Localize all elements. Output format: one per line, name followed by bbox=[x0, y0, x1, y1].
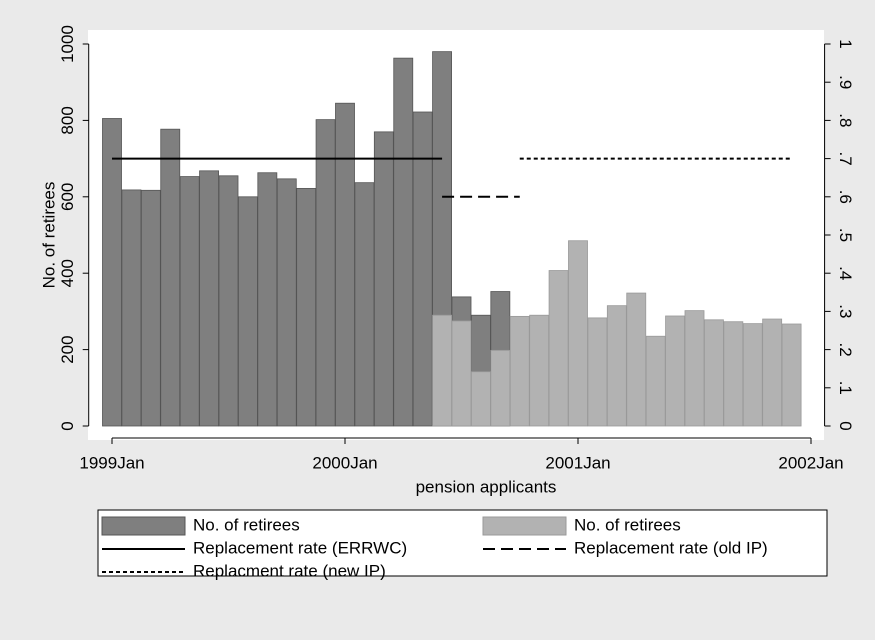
bar bbox=[432, 314, 452, 427]
bar bbox=[276, 178, 297, 427]
bar bbox=[238, 196, 258, 427]
legend-label: Replacement rate (ERRWC) bbox=[193, 538, 407, 557]
x-tick-label: 2000Jan bbox=[312, 453, 377, 472]
bar bbox=[160, 128, 181, 427]
y2-tick-label: .9 bbox=[836, 75, 855, 89]
bar bbox=[451, 320, 472, 427]
y2-tick-label: .4 bbox=[836, 266, 855, 280]
bar bbox=[140, 189, 161, 427]
bar bbox=[704, 319, 724, 427]
bar bbox=[645, 335, 666, 427]
bar bbox=[102, 118, 122, 427]
legend-label: Replacement rate (old IP) bbox=[574, 538, 768, 557]
bar bbox=[568, 240, 588, 427]
y2-tick-label: .8 bbox=[836, 113, 855, 127]
bar bbox=[606, 305, 627, 427]
legend-label: No. of retirees bbox=[574, 515, 681, 534]
bar bbox=[742, 323, 763, 427]
y-axis-title: No. of retirees bbox=[39, 182, 58, 289]
y2-tick-label: 1 bbox=[836, 39, 855, 48]
x-axis-title: pension applicants bbox=[416, 477, 557, 496]
legend-swatch bbox=[482, 516, 567, 536]
y2-tick-label: .5 bbox=[836, 228, 855, 242]
y-tick-label: 400 bbox=[58, 259, 77, 287]
bar bbox=[509, 315, 530, 427]
bar bbox=[762, 318, 783, 427]
y2-tick-label: .2 bbox=[836, 343, 855, 357]
x-tick-label: 2001Jan bbox=[545, 453, 610, 472]
x-tick-label: 1999Jan bbox=[79, 453, 144, 472]
bar bbox=[471, 371, 491, 427]
y2-tick-label: .1 bbox=[836, 381, 855, 395]
bar bbox=[296, 187, 317, 427]
y-tick-label: 800 bbox=[58, 106, 77, 134]
bar bbox=[121, 189, 142, 427]
legend-label: No. of retirees bbox=[193, 515, 300, 534]
bar bbox=[315, 119, 336, 427]
y2-tick-label: .3 bbox=[836, 304, 855, 318]
legend-swatch bbox=[101, 516, 186, 536]
bar bbox=[781, 323, 802, 427]
bar bbox=[335, 102, 355, 427]
legend-label: Replacment rate (new IP) bbox=[193, 561, 386, 580]
bar bbox=[373, 131, 394, 427]
bar bbox=[199, 170, 219, 427]
bar bbox=[723, 321, 744, 427]
y-tick-label: 0 bbox=[58, 421, 77, 430]
legend-box bbox=[97, 509, 828, 577]
y2-tick-label: .7 bbox=[836, 152, 855, 166]
y-tick-label: 1000 bbox=[58, 25, 77, 63]
bar bbox=[626, 292, 647, 427]
bar bbox=[393, 57, 414, 427]
bar bbox=[354, 182, 375, 427]
bar bbox=[684, 310, 705, 427]
y2-tick-label: 0 bbox=[836, 421, 855, 430]
bar bbox=[587, 317, 608, 427]
bar bbox=[179, 176, 200, 427]
bar bbox=[257, 172, 278, 427]
y-tick-label: 200 bbox=[58, 335, 77, 363]
x-tick-label: 2002Jan bbox=[778, 453, 843, 472]
y2-tick-label: .6 bbox=[836, 190, 855, 204]
y-tick-label: 600 bbox=[58, 183, 77, 211]
bar bbox=[529, 314, 550, 427]
bar bbox=[548, 270, 569, 427]
bar bbox=[218, 175, 239, 427]
bar bbox=[490, 349, 511, 427]
bar bbox=[665, 315, 685, 427]
